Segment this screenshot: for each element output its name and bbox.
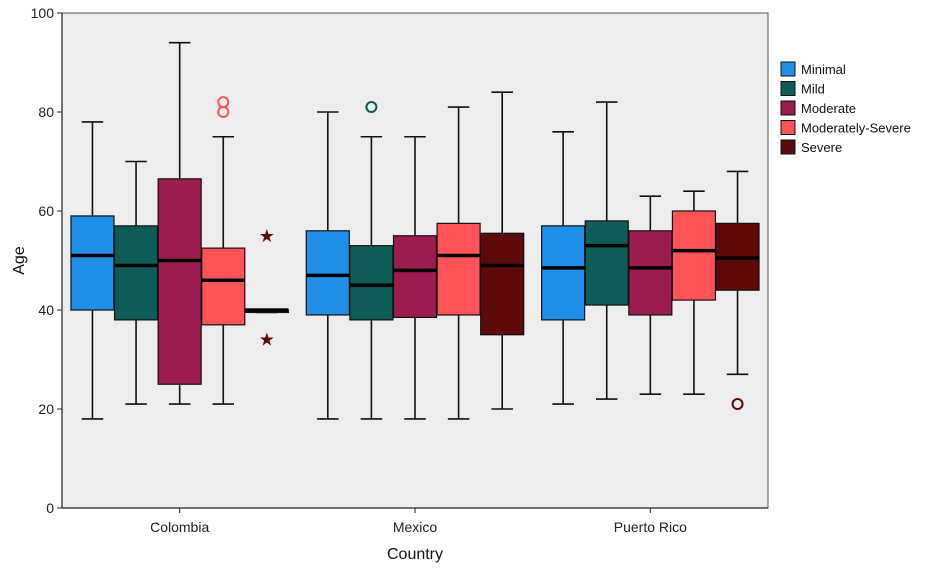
box-iqr bbox=[628, 230, 673, 316]
y-tick-label: 20 bbox=[38, 401, 54, 417]
box-moderate bbox=[628, 195, 673, 395]
box-iqr bbox=[584, 220, 629, 306]
box-severe: ★★ bbox=[244, 226, 289, 350]
box-iqr bbox=[201, 247, 246, 326]
box-iqr bbox=[305, 230, 350, 316]
box-iqr bbox=[392, 235, 438, 319]
box-iqr bbox=[113, 225, 159, 321]
box-moderately-severe bbox=[201, 96, 246, 405]
legend-swatch bbox=[780, 139, 796, 155]
legend-label: Minimal bbox=[801, 62, 846, 77]
y-tick-label: 100 bbox=[31, 5, 55, 21]
legend-item: Severe bbox=[780, 139, 842, 155]
box-severe bbox=[715, 170, 760, 411]
legend-item: Moderate bbox=[780, 100, 856, 116]
extreme-point: ★ bbox=[259, 330, 275, 350]
legend-swatch bbox=[780, 120, 796, 135]
x-axis-title: Country bbox=[387, 546, 443, 563]
legend-item: Minimal bbox=[780, 61, 846, 77]
legend-item: Mild bbox=[780, 81, 825, 97]
outlier-point bbox=[365, 101, 378, 114]
box-iqr bbox=[671, 210, 717, 301]
chart-marks: ★★ bbox=[70, 41, 760, 420]
legend-swatch bbox=[780, 81, 796, 96]
box-iqr bbox=[70, 215, 115, 311]
legend-label: Mild bbox=[801, 82, 825, 97]
y-tick-label: 60 bbox=[38, 203, 54, 219]
box-iqr bbox=[480, 232, 525, 336]
box-iqr bbox=[349, 245, 394, 321]
box-severe bbox=[480, 91, 525, 410]
y-tick-label: 40 bbox=[38, 302, 54, 318]
legend-swatch bbox=[780, 61, 796, 77]
legend: Minimal Mild Moderate Moderately-Severe Seve… bbox=[780, 61, 911, 155]
box-moderate bbox=[392, 135, 438, 420]
y-tick-label: 0 bbox=[46, 500, 54, 516]
box-mild bbox=[113, 160, 159, 405]
x-tick-label: Colombia bbox=[150, 519, 209, 535]
y-axis-ticks: 0 20 40 60 80 100 bbox=[31, 5, 62, 516]
y-tick-label: 80 bbox=[38, 104, 54, 120]
legend-label: Moderate bbox=[801, 101, 856, 116]
outlier-point bbox=[217, 96, 230, 109]
box-mild bbox=[349, 101, 394, 420]
x-tick-label: Puerto Rico bbox=[614, 519, 687, 535]
extreme-point: ★ bbox=[259, 226, 275, 246]
box-mild bbox=[584, 101, 629, 400]
box-moderate bbox=[157, 41, 202, 405]
box-minimal bbox=[70, 121, 115, 420]
x-tick-label: Mexico bbox=[393, 519, 438, 535]
box-iqr bbox=[436, 222, 481, 316]
legend-item: Moderately-Severe bbox=[780, 120, 911, 136]
legend-swatch bbox=[780, 100, 796, 116]
x-axis-ticks: Colombia Mexico Puerto Rico bbox=[150, 508, 687, 535]
box-minimal bbox=[305, 111, 350, 420]
box-iqr bbox=[541, 225, 586, 321]
legend-label: Severe bbox=[801, 140, 842, 155]
y-axis-title: Age bbox=[11, 246, 28, 275]
legend-label: Moderately-Severe bbox=[801, 121, 911, 136]
box-iqr bbox=[157, 178, 202, 385]
box-moderately-severe bbox=[436, 106, 481, 420]
box-moderately-severe bbox=[671, 190, 717, 395]
outlier-point bbox=[731, 398, 744, 411]
